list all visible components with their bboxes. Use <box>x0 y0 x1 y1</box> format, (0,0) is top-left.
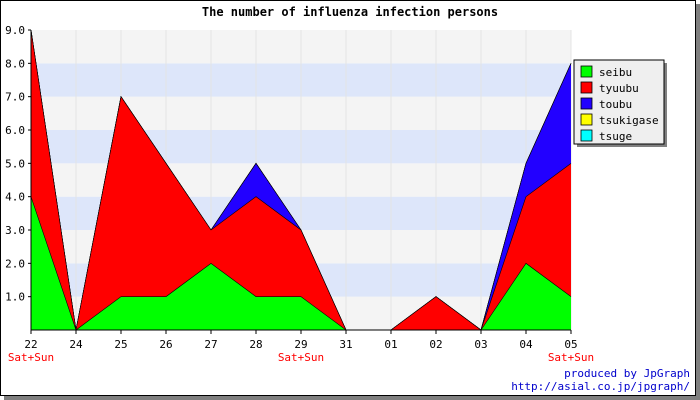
x-tick-label: 26 <box>159 338 172 351</box>
legend-label: tsuge <box>599 130 632 143</box>
y-tick-label: 5.0 <box>5 157 25 170</box>
chart-title: The number of influenza infection person… <box>202 5 498 19</box>
x-tick-label: 27 <box>204 338 217 351</box>
footer-credit: produced by JpGraph <box>564 367 690 380</box>
x-tick-label: 05 <box>564 338 577 351</box>
y-tick-label: 9.0 <box>5 24 25 37</box>
x-tick-label: 29 <box>294 338 307 351</box>
y-tick-label: 3.0 <box>5 224 25 237</box>
weekend-label: Sat+Sun <box>278 351 324 364</box>
y-tick-label: 8.0 <box>5 57 25 70</box>
x-tick-label: 28 <box>249 338 262 351</box>
legend-label: tsukigase <box>599 114 659 127</box>
y-tick-label: 1.0 <box>5 291 25 304</box>
x-tick-label: 22 <box>24 338 37 351</box>
y-tick-label: 4.0 <box>5 191 25 204</box>
weekend-label: Sat+Sun <box>8 351 54 364</box>
x-tick-label: 31 <box>339 338 352 351</box>
x-tick-label: 03 <box>474 338 487 351</box>
y-tick-label: 7.0 <box>5 91 25 104</box>
legend-label: tyuubu <box>599 82 639 95</box>
y-tick-label: 6.0 <box>5 124 25 137</box>
legend-swatch <box>580 129 593 142</box>
x-tick-label: 04 <box>519 338 533 351</box>
series-area-tyuubu <box>31 30 571 330</box>
footer-url[interactable]: http://asial.co.jp/jpgraph/ <box>511 380 690 393</box>
x-tick-label: 25 <box>114 338 127 351</box>
x-tick-label: 02 <box>429 338 442 351</box>
legend-swatch <box>580 97 593 110</box>
legend-swatch <box>580 113 593 126</box>
x-tick-label: 24 <box>69 338 83 351</box>
legend: seibu tyuubu toubu tsukigase tsuge <box>573 59 667 147</box>
y-tick-label: 2.0 <box>5 257 25 270</box>
legend-swatch <box>580 81 593 94</box>
weekend-label: Sat+Sun <box>548 351 594 364</box>
x-tick-label: 01 <box>384 338 397 351</box>
legend-swatch <box>580 65 593 78</box>
legend-label: toubu <box>599 98 632 111</box>
legend-label: seibu <box>599 66 632 79</box>
